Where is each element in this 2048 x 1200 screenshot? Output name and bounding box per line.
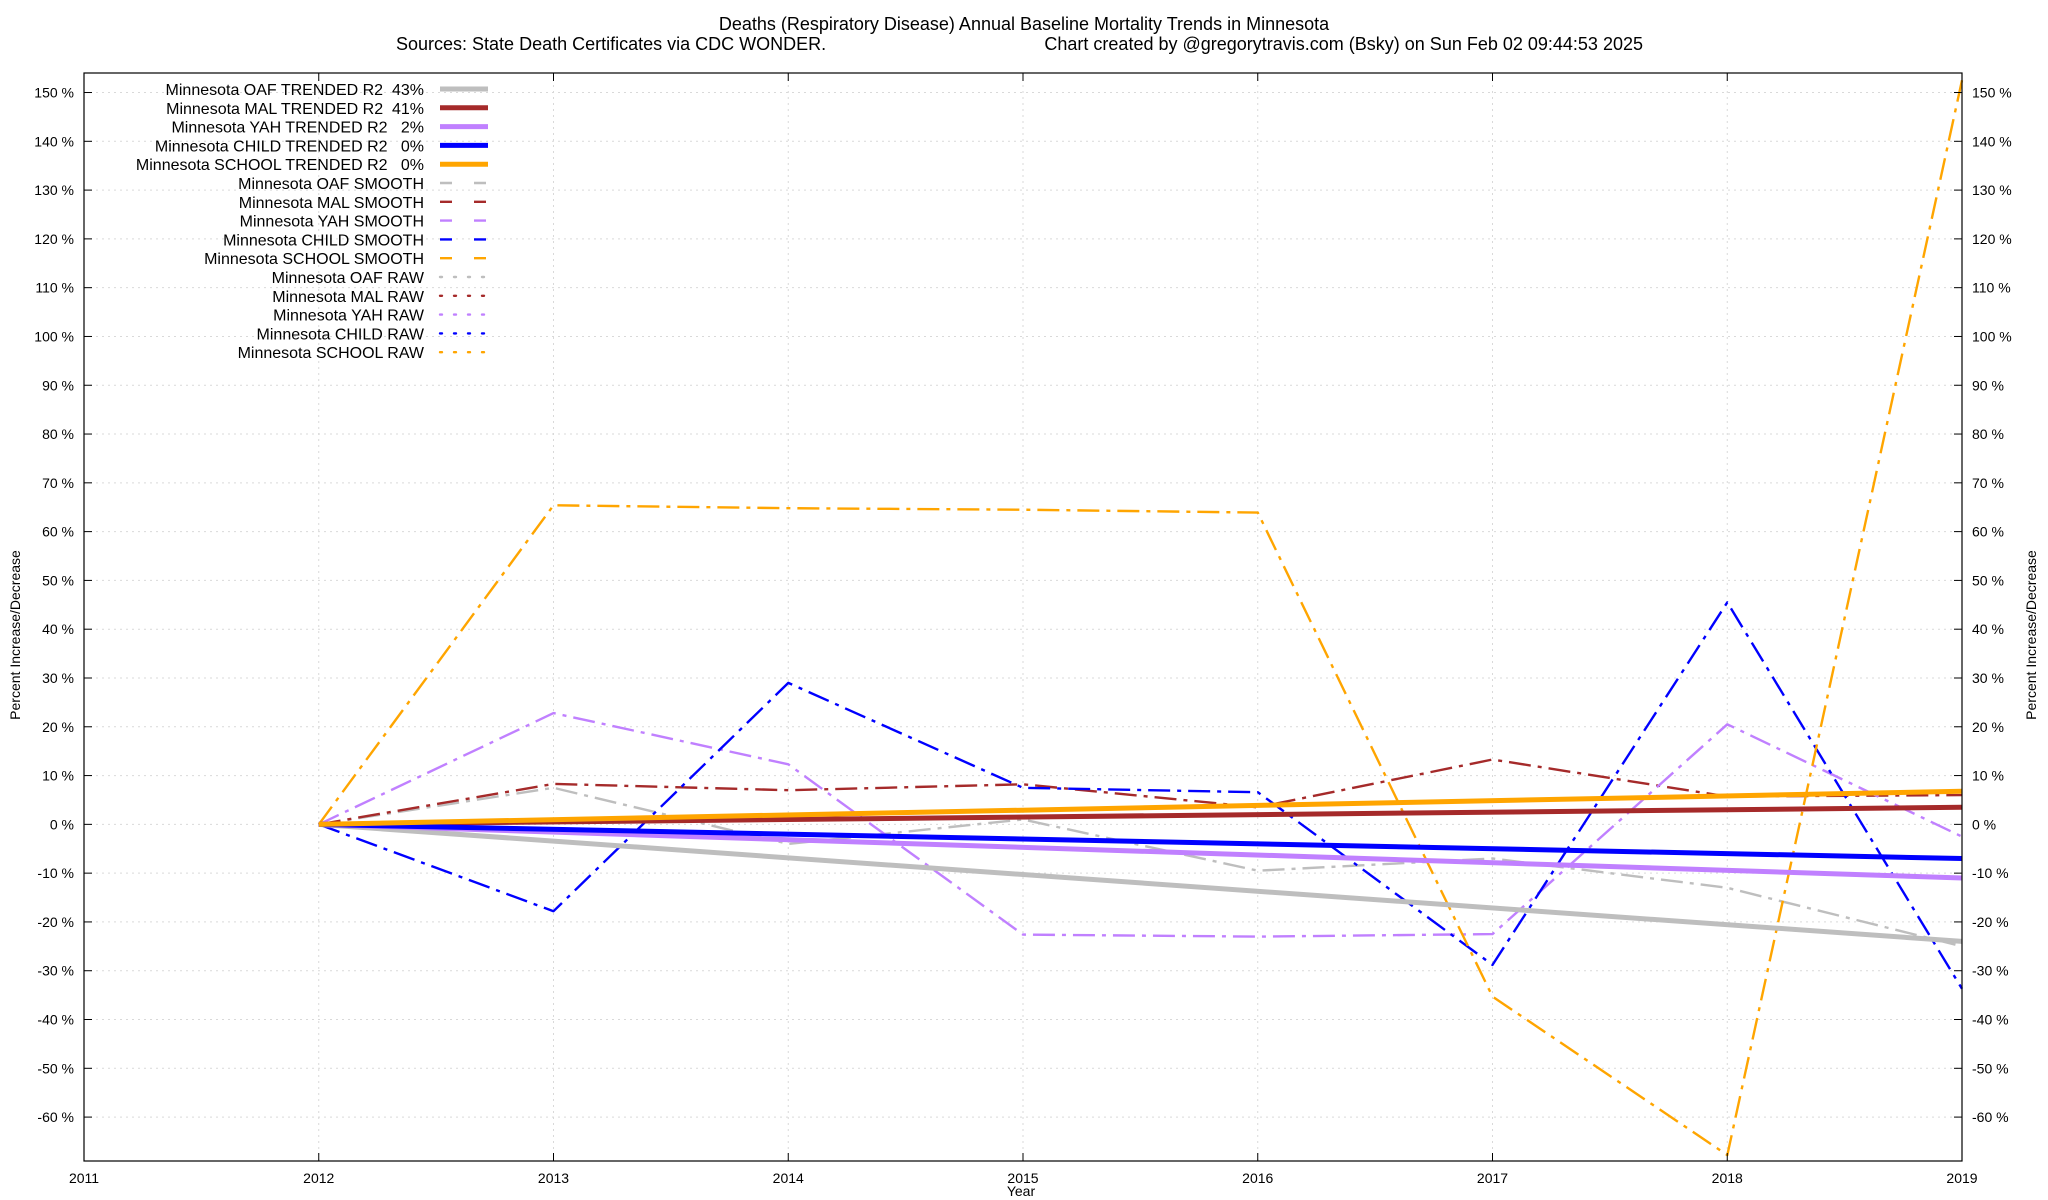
axis-ticks: -60 % -60 % -50 % -50 % -40 % -40 % -30 % -30 %… [34, 73, 2012, 1186]
legend-entry-label: Minnesota CHILD SMOOTH [223, 232, 424, 249]
x-tick-label: 2011 [69, 1170, 99, 1186]
chart-subtitle-source: Sources: State Death Certificates via CD… [396, 34, 826, 54]
y-tick-label-left: -60 % [37, 1109, 74, 1125]
x-tick-label: 2014 [773, 1170, 804, 1186]
y-tick-label-left: 140 % [34, 133, 74, 149]
y-tick-label-left: -40 % [37, 1012, 74, 1028]
series-line-2 [318, 821, 1963, 881]
x-tick-label: 2017 [1477, 1170, 1508, 1186]
series-line-0 [318, 821, 1963, 944]
legend-entry-label: Minnesota MAL RAW [272, 289, 425, 306]
y-tick-label-left: 30 % [42, 670, 74, 686]
legend-entry-label: Minnesota CHILD TRENDED R2 0% [155, 138, 424, 155]
y-tick-label-right: 60 % [1972, 524, 2004, 540]
x-tick-label: 2012 [303, 1170, 334, 1186]
y-tick-label-right: 20 % [1972, 719, 2004, 735]
y-tick-label-left: 60 % [42, 524, 74, 540]
y-tick-label-right: 40 % [1972, 621, 2004, 637]
y-tick-label-right: 0 % [1972, 816, 1996, 832]
y-tick-label-right: 110 % [1972, 280, 2011, 296]
y-tick-label-left: 50 % [42, 572, 74, 588]
legend-entry-label: Minnesota YAH SMOOTH [240, 214, 424, 231]
legend-entry-label: Minnesota CHILD RAW [257, 326, 425, 343]
y-tick-label-left: 110 % [35, 280, 74, 296]
chart-subtitle-credit: Chart created by @gregorytravis.com (Bsk… [1044, 34, 1643, 54]
y-tick-label-right: 50 % [1972, 572, 2004, 588]
y-tick-label-right: -50 % [1972, 1060, 2009, 1076]
legend-entry-label: Minnesota YAH RAW [273, 308, 425, 325]
x-tick-label: 2018 [1712, 1170, 1743, 1186]
x-axis-label: Year [1007, 1183, 1036, 1199]
chart-title: Deaths (Respiratory Disease) Annual Base… [719, 14, 1330, 34]
legend: Minnesota OAF TRENDED R2 43% Minnesota MA… [136, 82, 490, 362]
y-tick-label-right: 140 % [1972, 133, 2012, 149]
y-tick-label-right: -40 % [1972, 1012, 2009, 1028]
y-tick-label-left: 100 % [34, 328, 74, 344]
y-axis-label-left: Percent Increase/Decrease [7, 550, 23, 720]
series-line-7 [318, 711, 1963, 938]
y-tick-label-right: -30 % [1972, 963, 2009, 979]
series-line-1 [318, 804, 1963, 827]
y-tick-label-right: -10 % [1972, 865, 2009, 881]
series-line-4 [318, 788, 1963, 827]
y-tick-label-left: -30 % [37, 963, 74, 979]
legend-entry-label: Minnesota OAF SMOOTH [238, 176, 424, 193]
legend-entry-label: Minnesota SCHOOL SMOOTH [204, 251, 424, 268]
y-tick-label-left: 40 % [42, 621, 74, 637]
y-tick-label-right: 10 % [1972, 768, 2004, 784]
x-tick-label: 2019 [1946, 1170, 1977, 1186]
series-line-3 [318, 821, 1963, 861]
x-tick-label: 2015 [1007, 1170, 1038, 1186]
y-axis-label-right: Percent Increase/Decrease [2023, 550, 2039, 720]
y-tick-label-left: -10 % [37, 865, 74, 881]
legend-entry-label: Minnesota YAH TRENDED R2 2% [171, 120, 424, 137]
y-tick-label-right: 150 % [1972, 85, 2012, 101]
y-tick-label-right: -20 % [1972, 914, 2009, 930]
legend-entry-label: Minnesota MAL SMOOTH [239, 195, 424, 212]
series-line-6 [318, 758, 1963, 826]
y-tick-label-right: 30 % [1972, 670, 2004, 686]
y-tick-label-left: 130 % [34, 182, 74, 198]
series-lines [317, 80, 1964, 1157]
y-tick-label-right: 90 % [1972, 377, 2004, 393]
y-tick-label-right: 130 % [1972, 182, 2012, 198]
y-tick-label-left: -20 % [37, 914, 74, 930]
y-tick-label-right: 100 % [1972, 328, 2012, 344]
series-line-8 [318, 601, 1964, 990]
y-tick-label-left: 90 % [42, 377, 74, 393]
series-line-9 [317, 80, 1964, 1157]
y-tick-label-right: 70 % [1972, 475, 2004, 491]
y-tick-label-left: 10 % [42, 768, 74, 784]
y-tick-label-right: 80 % [1972, 426, 2004, 442]
legend-entry-label: Minnesota SCHOOL RAW [238, 345, 425, 362]
y-tick-label-right: -60 % [1972, 1109, 2009, 1125]
y-tick-label-left: 150 % [34, 85, 74, 101]
y-tick-label-left: -50 % [37, 1060, 74, 1076]
legend-entry-label: Minnesota OAF RAW [272, 270, 425, 287]
x-tick-label: 2016 [1242, 1170, 1273, 1186]
y-tick-label-left: 0 % [50, 816, 74, 832]
y-tick-label-left: 20 % [42, 719, 74, 735]
y-tick-label-left: 70 % [42, 475, 74, 491]
y-tick-label-left: 120 % [34, 231, 74, 247]
x-tick-label: 2013 [538, 1170, 569, 1186]
legend-entry-label: Minnesota MAL TRENDED R2 41% [166, 101, 424, 118]
y-tick-label-left: 80 % [42, 426, 74, 442]
y-tick-label-right: 120 % [1972, 231, 2012, 247]
legend-entry-label: Minnesota OAF TRENDED R2 43% [166, 82, 424, 99]
legend-entry-label: Minnesota SCHOOL TRENDED R2 0% [136, 157, 424, 174]
